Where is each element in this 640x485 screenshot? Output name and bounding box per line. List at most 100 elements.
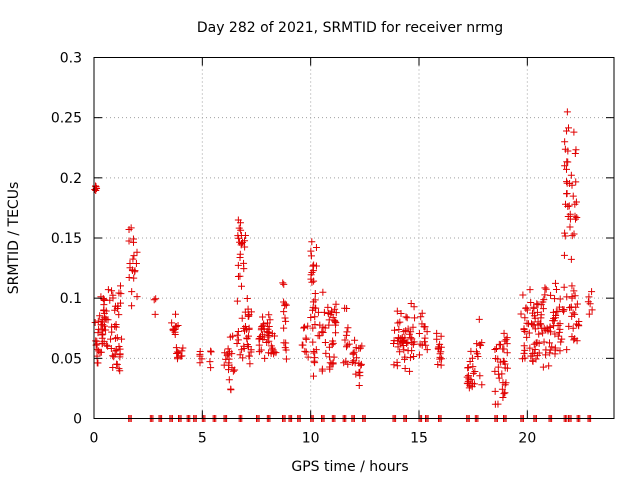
data-point	[420, 338, 428, 346]
data-point	[522, 304, 530, 312]
data-point	[225, 355, 233, 363]
data-points	[91, 108, 596, 422]
data-point	[304, 353, 312, 361]
data-point	[568, 312, 576, 320]
data-point	[560, 251, 568, 259]
data-point	[125, 273, 133, 281]
data-point	[563, 346, 571, 354]
data-point	[171, 323, 179, 331]
data-point	[94, 317, 102, 325]
data-point	[95, 347, 103, 355]
data-point	[561, 232, 569, 240]
data-point	[501, 389, 509, 397]
data-point	[499, 379, 507, 387]
data-point	[496, 358, 504, 366]
data-point	[539, 305, 547, 313]
data-point	[502, 336, 510, 344]
data-point	[521, 314, 529, 322]
data-point	[532, 339, 540, 347]
data-point	[555, 328, 563, 336]
data-point	[101, 315, 109, 323]
data-point	[245, 312, 253, 320]
data-point	[225, 366, 233, 374]
data-point	[240, 265, 248, 273]
data-point	[307, 275, 315, 283]
data-point	[404, 325, 412, 333]
data-point	[552, 286, 560, 294]
data-point	[532, 355, 540, 363]
data-point	[395, 335, 403, 343]
data-point	[406, 354, 414, 362]
data-point	[282, 355, 290, 363]
data-point	[556, 320, 564, 328]
data-point	[196, 359, 204, 367]
data-point	[410, 353, 418, 361]
data-point	[540, 338, 548, 346]
data-point	[115, 342, 123, 350]
data-point	[226, 333, 234, 341]
data-point	[234, 261, 242, 269]
data-point	[98, 339, 106, 347]
data-point	[99, 321, 107, 329]
data-point	[318, 365, 326, 373]
data-point	[94, 359, 102, 367]
data-point	[520, 325, 528, 333]
data-point	[563, 178, 571, 186]
data-point	[308, 268, 316, 276]
data-point	[109, 363, 117, 371]
data-point	[541, 291, 549, 299]
data-point	[341, 304, 349, 312]
data-point	[311, 321, 319, 329]
data-point	[103, 341, 111, 349]
data-point	[473, 350, 481, 358]
data-point	[588, 288, 596, 296]
data-point	[255, 341, 263, 349]
data-point	[349, 349, 357, 357]
y-tick-label: 0.2	[60, 171, 82, 187]
data-point	[436, 355, 444, 363]
data-point	[570, 287, 578, 295]
data-point	[434, 360, 442, 368]
data-point	[125, 225, 133, 233]
data-point	[150, 296, 158, 304]
data-point	[561, 138, 569, 146]
y-tick-label: 0.15	[51, 231, 82, 247]
data-point	[410, 303, 418, 311]
data-point	[561, 162, 569, 170]
data-point	[542, 285, 550, 293]
data-point	[520, 349, 528, 357]
data-point	[565, 322, 573, 330]
data-point	[344, 324, 352, 332]
data-point	[501, 364, 509, 372]
data-point	[227, 385, 235, 393]
data-point	[314, 308, 322, 316]
data-point	[491, 367, 499, 375]
data-point	[569, 324, 577, 332]
data-point	[537, 311, 545, 319]
data-point	[236, 272, 244, 280]
data-point	[179, 344, 187, 352]
data-point	[530, 304, 538, 312]
data-point	[206, 358, 214, 366]
data-point	[395, 325, 403, 333]
data-point	[245, 332, 253, 340]
data-point	[169, 327, 177, 335]
data-point	[316, 321, 324, 329]
data-point	[568, 181, 576, 189]
data-point	[151, 310, 159, 318]
data-point	[517, 310, 525, 318]
data-point	[301, 347, 309, 355]
data-point	[390, 340, 398, 348]
data-point	[400, 346, 408, 354]
data-point	[129, 255, 137, 263]
axes: 0 0.05 0.1 0.15 0.2 0.25 0.3 0 5 10 15 20	[51, 51, 614, 447]
data-point	[586, 300, 594, 308]
data-point	[116, 282, 124, 290]
data-point	[393, 307, 401, 315]
data-point	[92, 337, 100, 345]
data-point	[132, 260, 140, 268]
data-point	[437, 348, 445, 356]
data-point	[401, 355, 409, 363]
data-point	[551, 344, 559, 352]
